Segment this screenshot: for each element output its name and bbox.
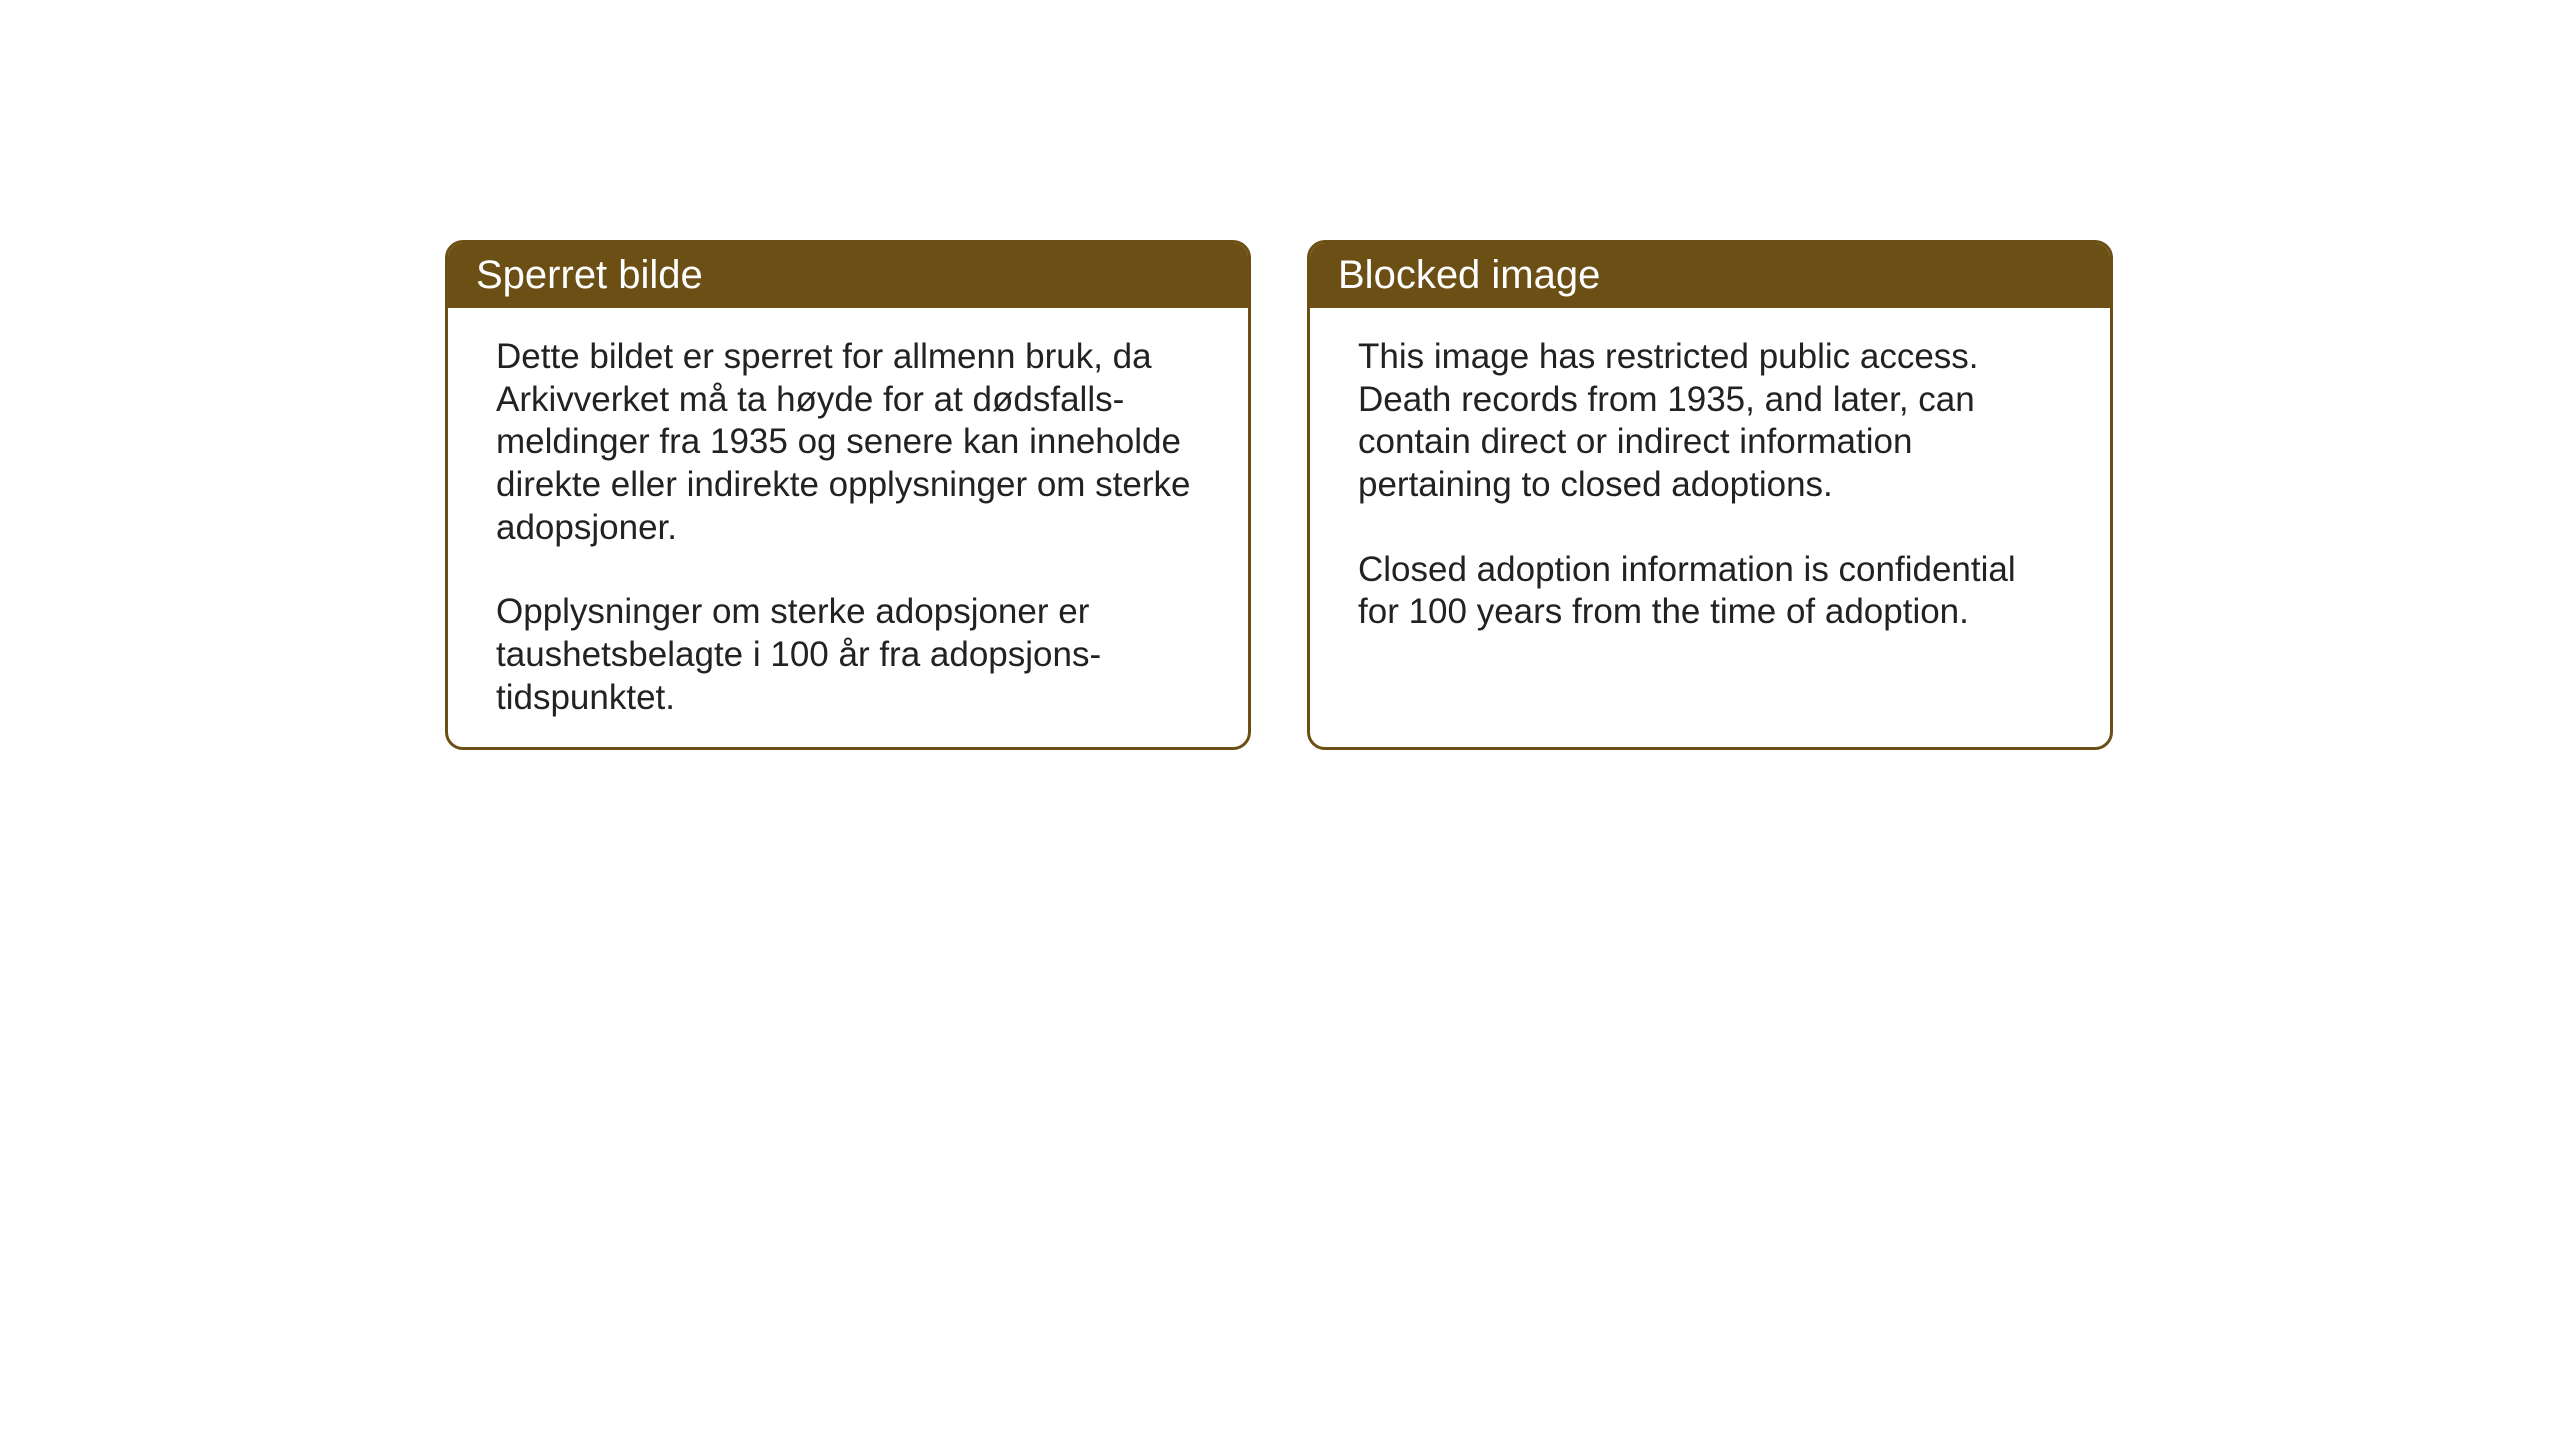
- card-paragraph-2-english: Closed adoption information is confident…: [1358, 549, 2062, 634]
- notice-card-norwegian: Sperret bilde Dette bildet er sperret fo…: [445, 240, 1251, 750]
- card-body-norwegian: Dette bildet er sperret for allmenn bruk…: [448, 308, 1248, 748]
- notice-card-english: Blocked image This image has restricted …: [1307, 240, 2113, 750]
- card-header-english: Blocked image: [1310, 243, 2110, 308]
- notice-cards-container: Sperret bilde Dette bildet er sperret fo…: [445, 240, 2113, 750]
- card-paragraph-1-norwegian: Dette bildet er sperret for allmenn bruk…: [496, 336, 1200, 549]
- card-paragraph-2-norwegian: Opplysninger om sterke adopsjoner er tau…: [496, 591, 1200, 719]
- card-header-norwegian: Sperret bilde: [448, 243, 1248, 308]
- card-body-english: This image has restricted public access.…: [1310, 308, 2110, 662]
- card-title-english: Blocked image: [1338, 253, 1600, 297]
- card-paragraph-1-english: This image has restricted public access.…: [1358, 336, 2062, 507]
- card-title-norwegian: Sperret bilde: [476, 253, 703, 297]
